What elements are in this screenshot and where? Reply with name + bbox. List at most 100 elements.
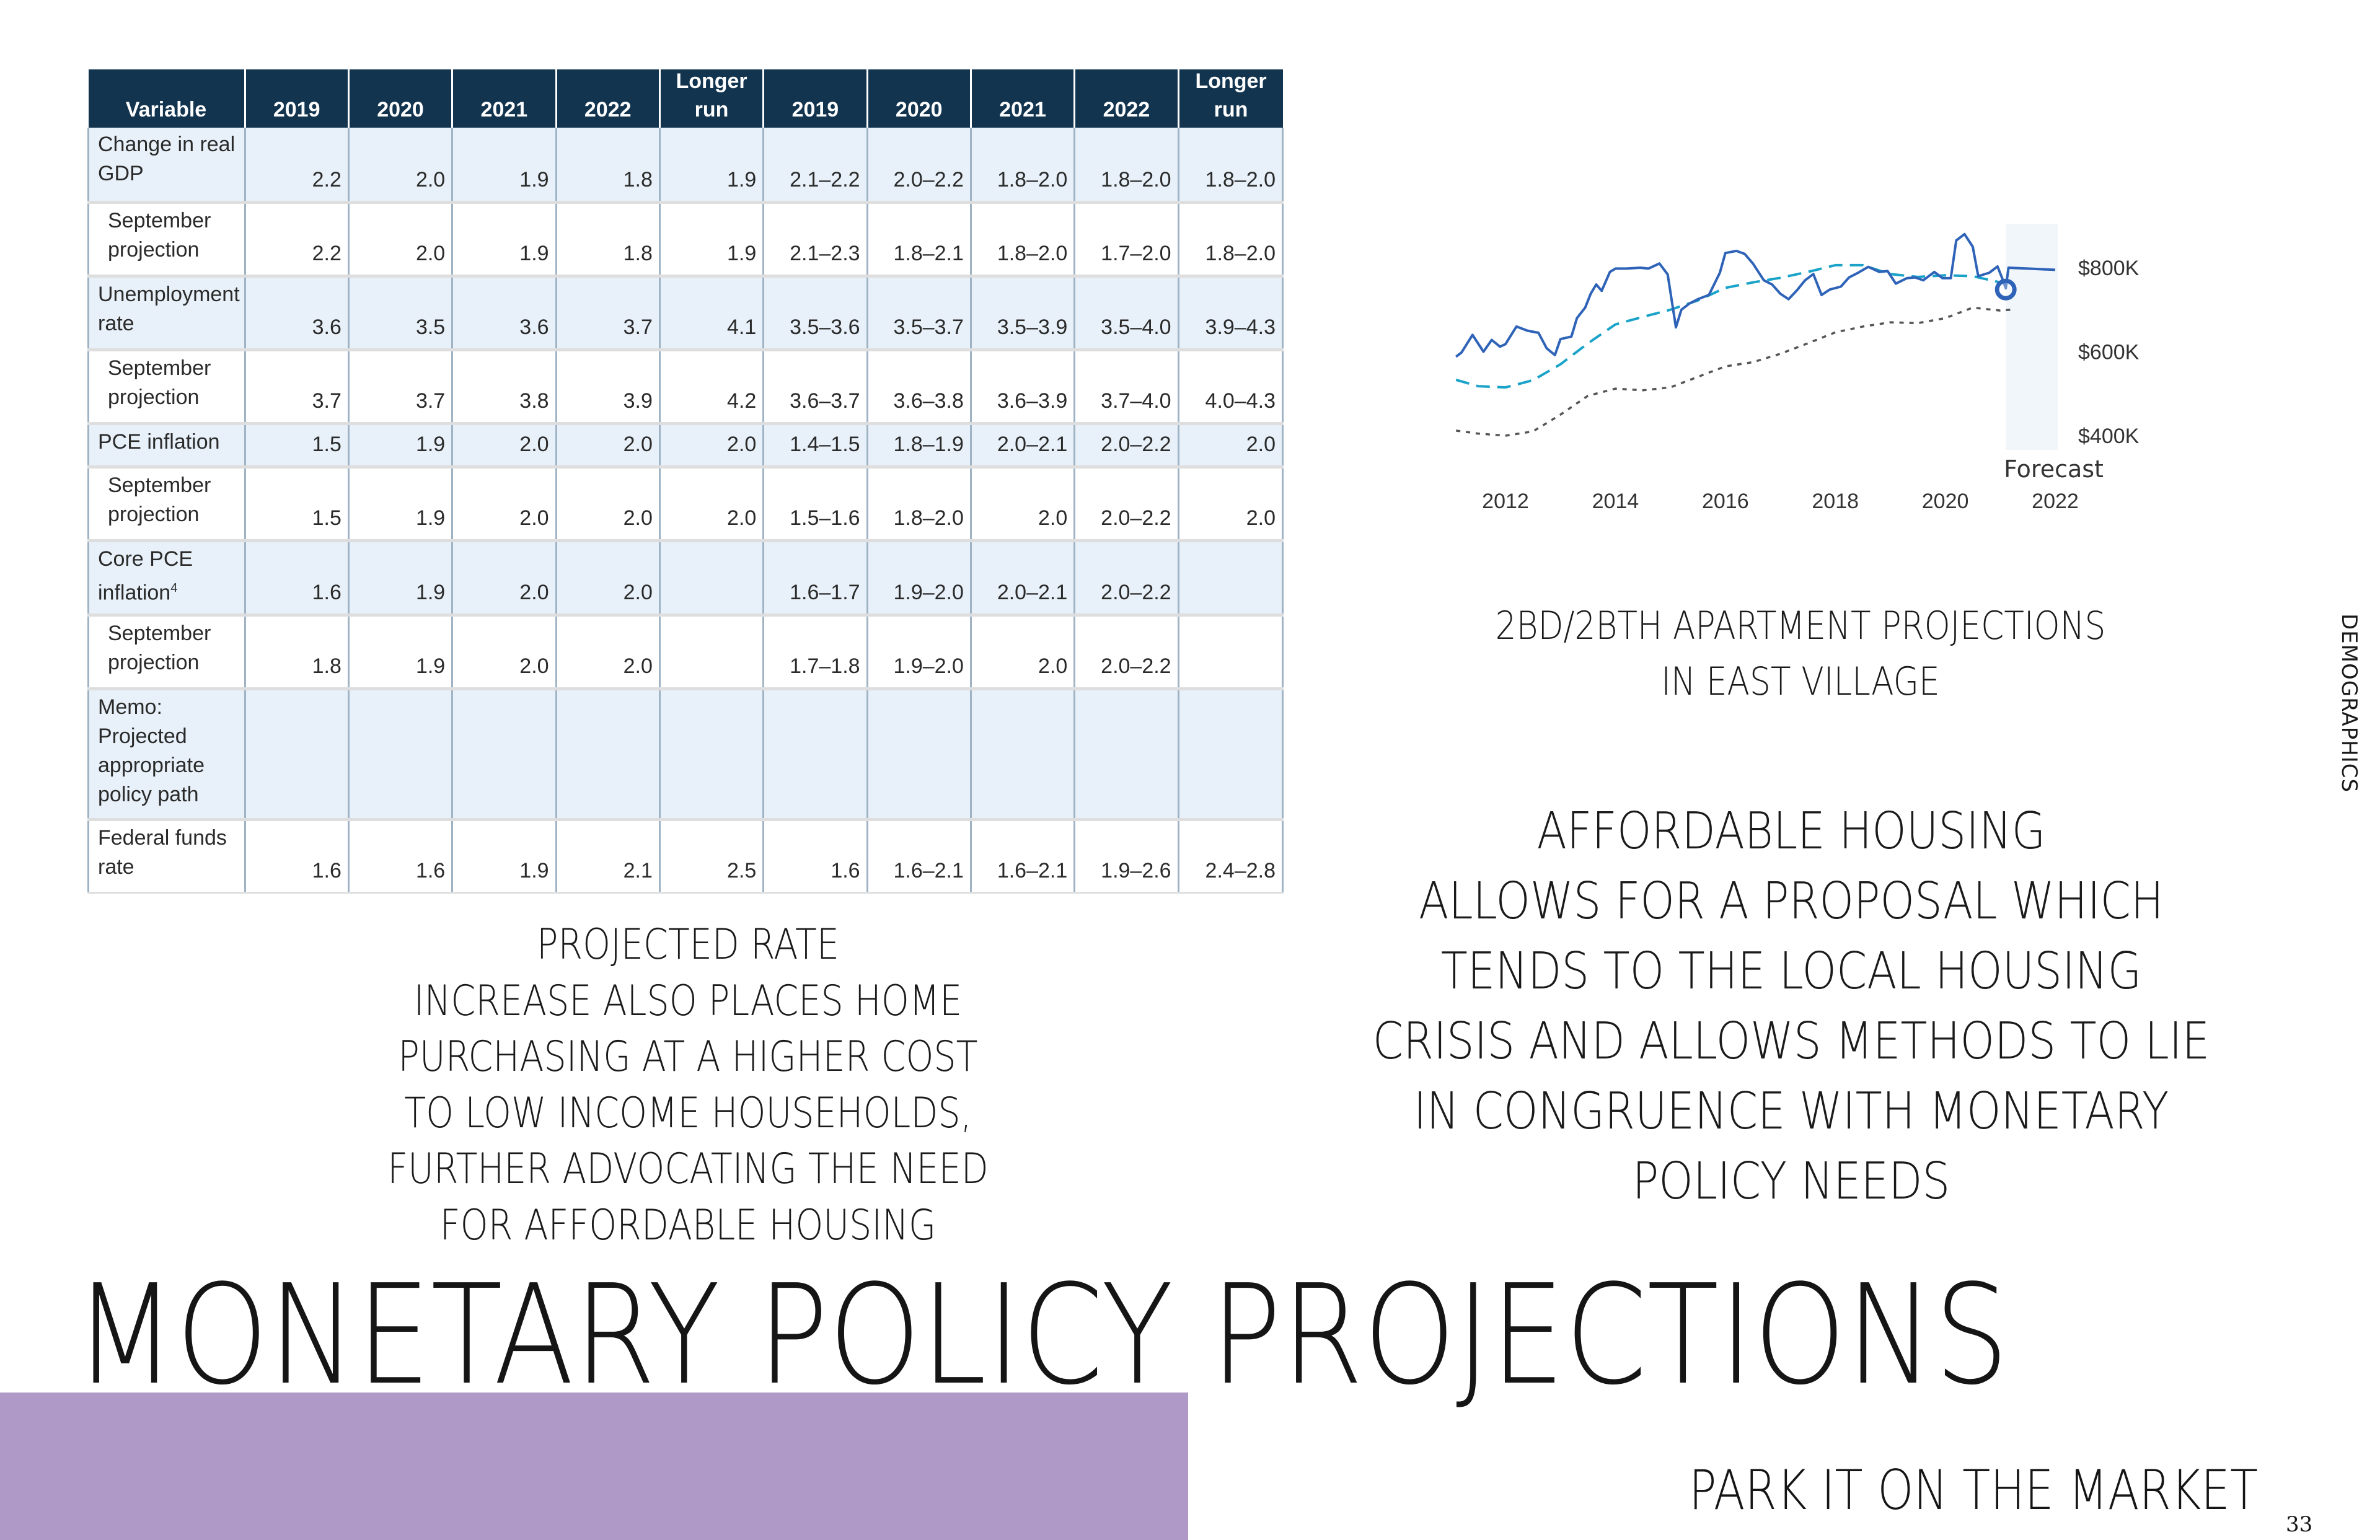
table-cell <box>969 893 1075 894</box>
table-cell: 1.8–2.0 <box>1073 128 1179 204</box>
table-cell: 2.2 <box>244 202 349 278</box>
footnote-marker: 4 <box>170 581 178 595</box>
table-row: September projection 2.2 2.0 1.9 1.8 1.9 2.1–2… <box>87 202 1284 278</box>
chart-caption: 2BD/2BTH APARTMENT PROJECTIONS IN EAST V… <box>1452 598 2150 710</box>
table-cell <box>87 893 245 894</box>
y-tick-label: $600K <box>2078 341 2140 364</box>
table-cell: 2.0 <box>555 615 660 690</box>
table-cell: 1.9 <box>451 819 557 894</box>
table-cell <box>451 893 557 894</box>
table-cell: 2.0 <box>658 423 764 469</box>
table-cell: 2.0–2.1 <box>969 540 1075 617</box>
table-cell: 2.0 <box>1177 467 1284 542</box>
table-cell: 3.5–4.0 <box>1073 276 1179 351</box>
y-tick-label: $400K <box>2078 425 2140 448</box>
table-cell <box>1177 893 1284 894</box>
series-line-citywide <box>1455 306 2012 437</box>
row-label: Core PCE inflation4 <box>87 540 245 617</box>
table-cell: 2.2 <box>244 128 349 204</box>
x-tick-label: 2014 <box>1592 490 1639 513</box>
table-cell <box>1177 540 1284 617</box>
table-cell: 3.5–3.9 <box>969 276 1075 351</box>
table-cell <box>451 689 557 821</box>
paragraph-line: AFFORDABLE HOUSING <box>1536 802 2046 861</box>
table-cell: 2.5 <box>658 819 764 894</box>
table-cell: 1.6–2.1 <box>969 819 1075 894</box>
forecast-region <box>2006 224 2058 450</box>
x-tick-label: 2012 <box>1482 490 1529 513</box>
table-cell: 3.9 <box>555 350 660 425</box>
table-cell: 2.1–2.3 <box>762 202 868 278</box>
row-label-text: September projection <box>108 208 211 262</box>
x-tick-label: 2022 <box>2032 490 2079 513</box>
row-label-text: Federal funds rate <box>98 825 227 879</box>
column-header: Longer run <box>658 69 764 128</box>
row-label-text: Unemployment rate <box>98 282 240 335</box>
table-cell: 2.0–2.2 <box>1073 467 1179 542</box>
table-cell: 1.8–2.0 <box>969 128 1075 204</box>
table-cell: 3.5–3.7 <box>866 276 971 351</box>
row-label-text: Change in real GDP <box>98 133 236 185</box>
table-cell: 4.1 <box>658 276 764 351</box>
paragraph-line: ALLOWS FOR A PROPOSAL WHICH <box>1419 872 2164 931</box>
table-cell: 3.6 <box>244 276 349 351</box>
table-cell: 1.6 <box>244 819 349 894</box>
column-header: 2020 <box>866 69 971 128</box>
current-value-marker[interactable] <box>1994 278 2017 301</box>
table-row: Change in real GDP 2.2 2.0 1.9 1.8 1.9 2.1–2.2… <box>87 128 1284 204</box>
table-cell: 1.5 <box>244 467 349 542</box>
row-label: Memo: Projected appropriate policy path <box>87 689 245 821</box>
table-header-row: Variable 2019 2020 2021 2022 Longer run 2019 202… <box>88 69 1283 128</box>
x-tick-label: 2020 <box>1922 490 1969 513</box>
row-label-text: September projection <box>108 621 211 674</box>
paragraph-line: TENDS TO THE LOCAL HOUSING <box>1440 942 2142 1001</box>
chart-caption-line: 2BD/2BTH APARTMENT PROJECTIONS <box>1495 603 2106 648</box>
column-header: 2020 <box>347 69 452 128</box>
table-cell: 2.0 <box>658 467 764 542</box>
table-cell: 1.9 <box>658 128 764 204</box>
table-cell: 3.7 <box>244 350 349 425</box>
table-cell <box>347 689 452 821</box>
table-cell: 2.0–2.2 <box>866 128 971 204</box>
table-row: Federal funds rate 1.6 1.6 1.9 2.1 2.5 1.6 1.6–… <box>87 819 1284 894</box>
table-cell <box>658 893 764 894</box>
table-row: September projection 1.8 1.9 2.0 2.0 1.7–1.8 1… <box>87 615 1284 690</box>
y-tick-label: $800K <box>2078 257 2140 280</box>
paragraph-line: INCREASE ALSO PLACES HOME <box>413 976 963 1026</box>
table-cell: 1.9 <box>451 202 557 278</box>
table-cell <box>658 615 764 690</box>
table-cell: 2.0 <box>451 467 557 542</box>
x-tick-label: 2018 <box>1812 490 1859 513</box>
table-cell: 1.9 <box>658 202 764 278</box>
table-row: PCE inflation 1.5 1.9 2.0 2.0 2.0 1.4–1.5 1.8–1… <box>87 423 1284 469</box>
table-cell <box>1177 689 1284 821</box>
table-cell <box>244 893 349 894</box>
column-header: 2021 <box>451 69 557 128</box>
table-row: Memo: Projected appropriate policy path <box>87 689 1284 821</box>
table-cell: 2.0–2.1 <box>969 423 1075 469</box>
table-cell: 1.8 <box>555 128 660 204</box>
row-label-text: September projection <box>108 356 211 409</box>
page-number: 33 <box>2286 1512 2313 1537</box>
table-cell <box>866 689 971 821</box>
table-cell: 2.0 <box>451 423 557 469</box>
table-cell: 1.9 <box>347 615 452 690</box>
table-cell: 1.9–2.0 <box>866 540 971 617</box>
row-label: Change in real GDP <box>87 128 245 204</box>
column-header-text: run <box>694 98 729 121</box>
table-cell <box>1073 893 1179 894</box>
row-label: September projection <box>87 202 245 278</box>
table-cell: 1.8–2.0 <box>1177 202 1284 278</box>
table-cell: 1.9–2.6 <box>1073 819 1179 894</box>
table-cell: 2.1 <box>555 819 660 894</box>
table-cell: 2.0 <box>555 467 660 542</box>
table-cell: 1.6–1.7 <box>762 540 868 617</box>
table-cell: 1.8–2.0 <box>866 467 971 542</box>
economic-projections-table: Variable 2019 2020 2021 2022 Longer run 2019 202… <box>87 69 1284 894</box>
paragraph-line: PURCHASING AT A HIGHER COST <box>398 1032 978 1081</box>
table-cell: 3.8 <box>451 350 557 425</box>
table-cell: 1.9 <box>347 467 452 542</box>
column-header: Variable <box>88 69 245 128</box>
table-cell: 1.9–2.0 <box>866 615 971 690</box>
chart-caption-line: IN EAST VILLAGE <box>1661 659 1940 704</box>
